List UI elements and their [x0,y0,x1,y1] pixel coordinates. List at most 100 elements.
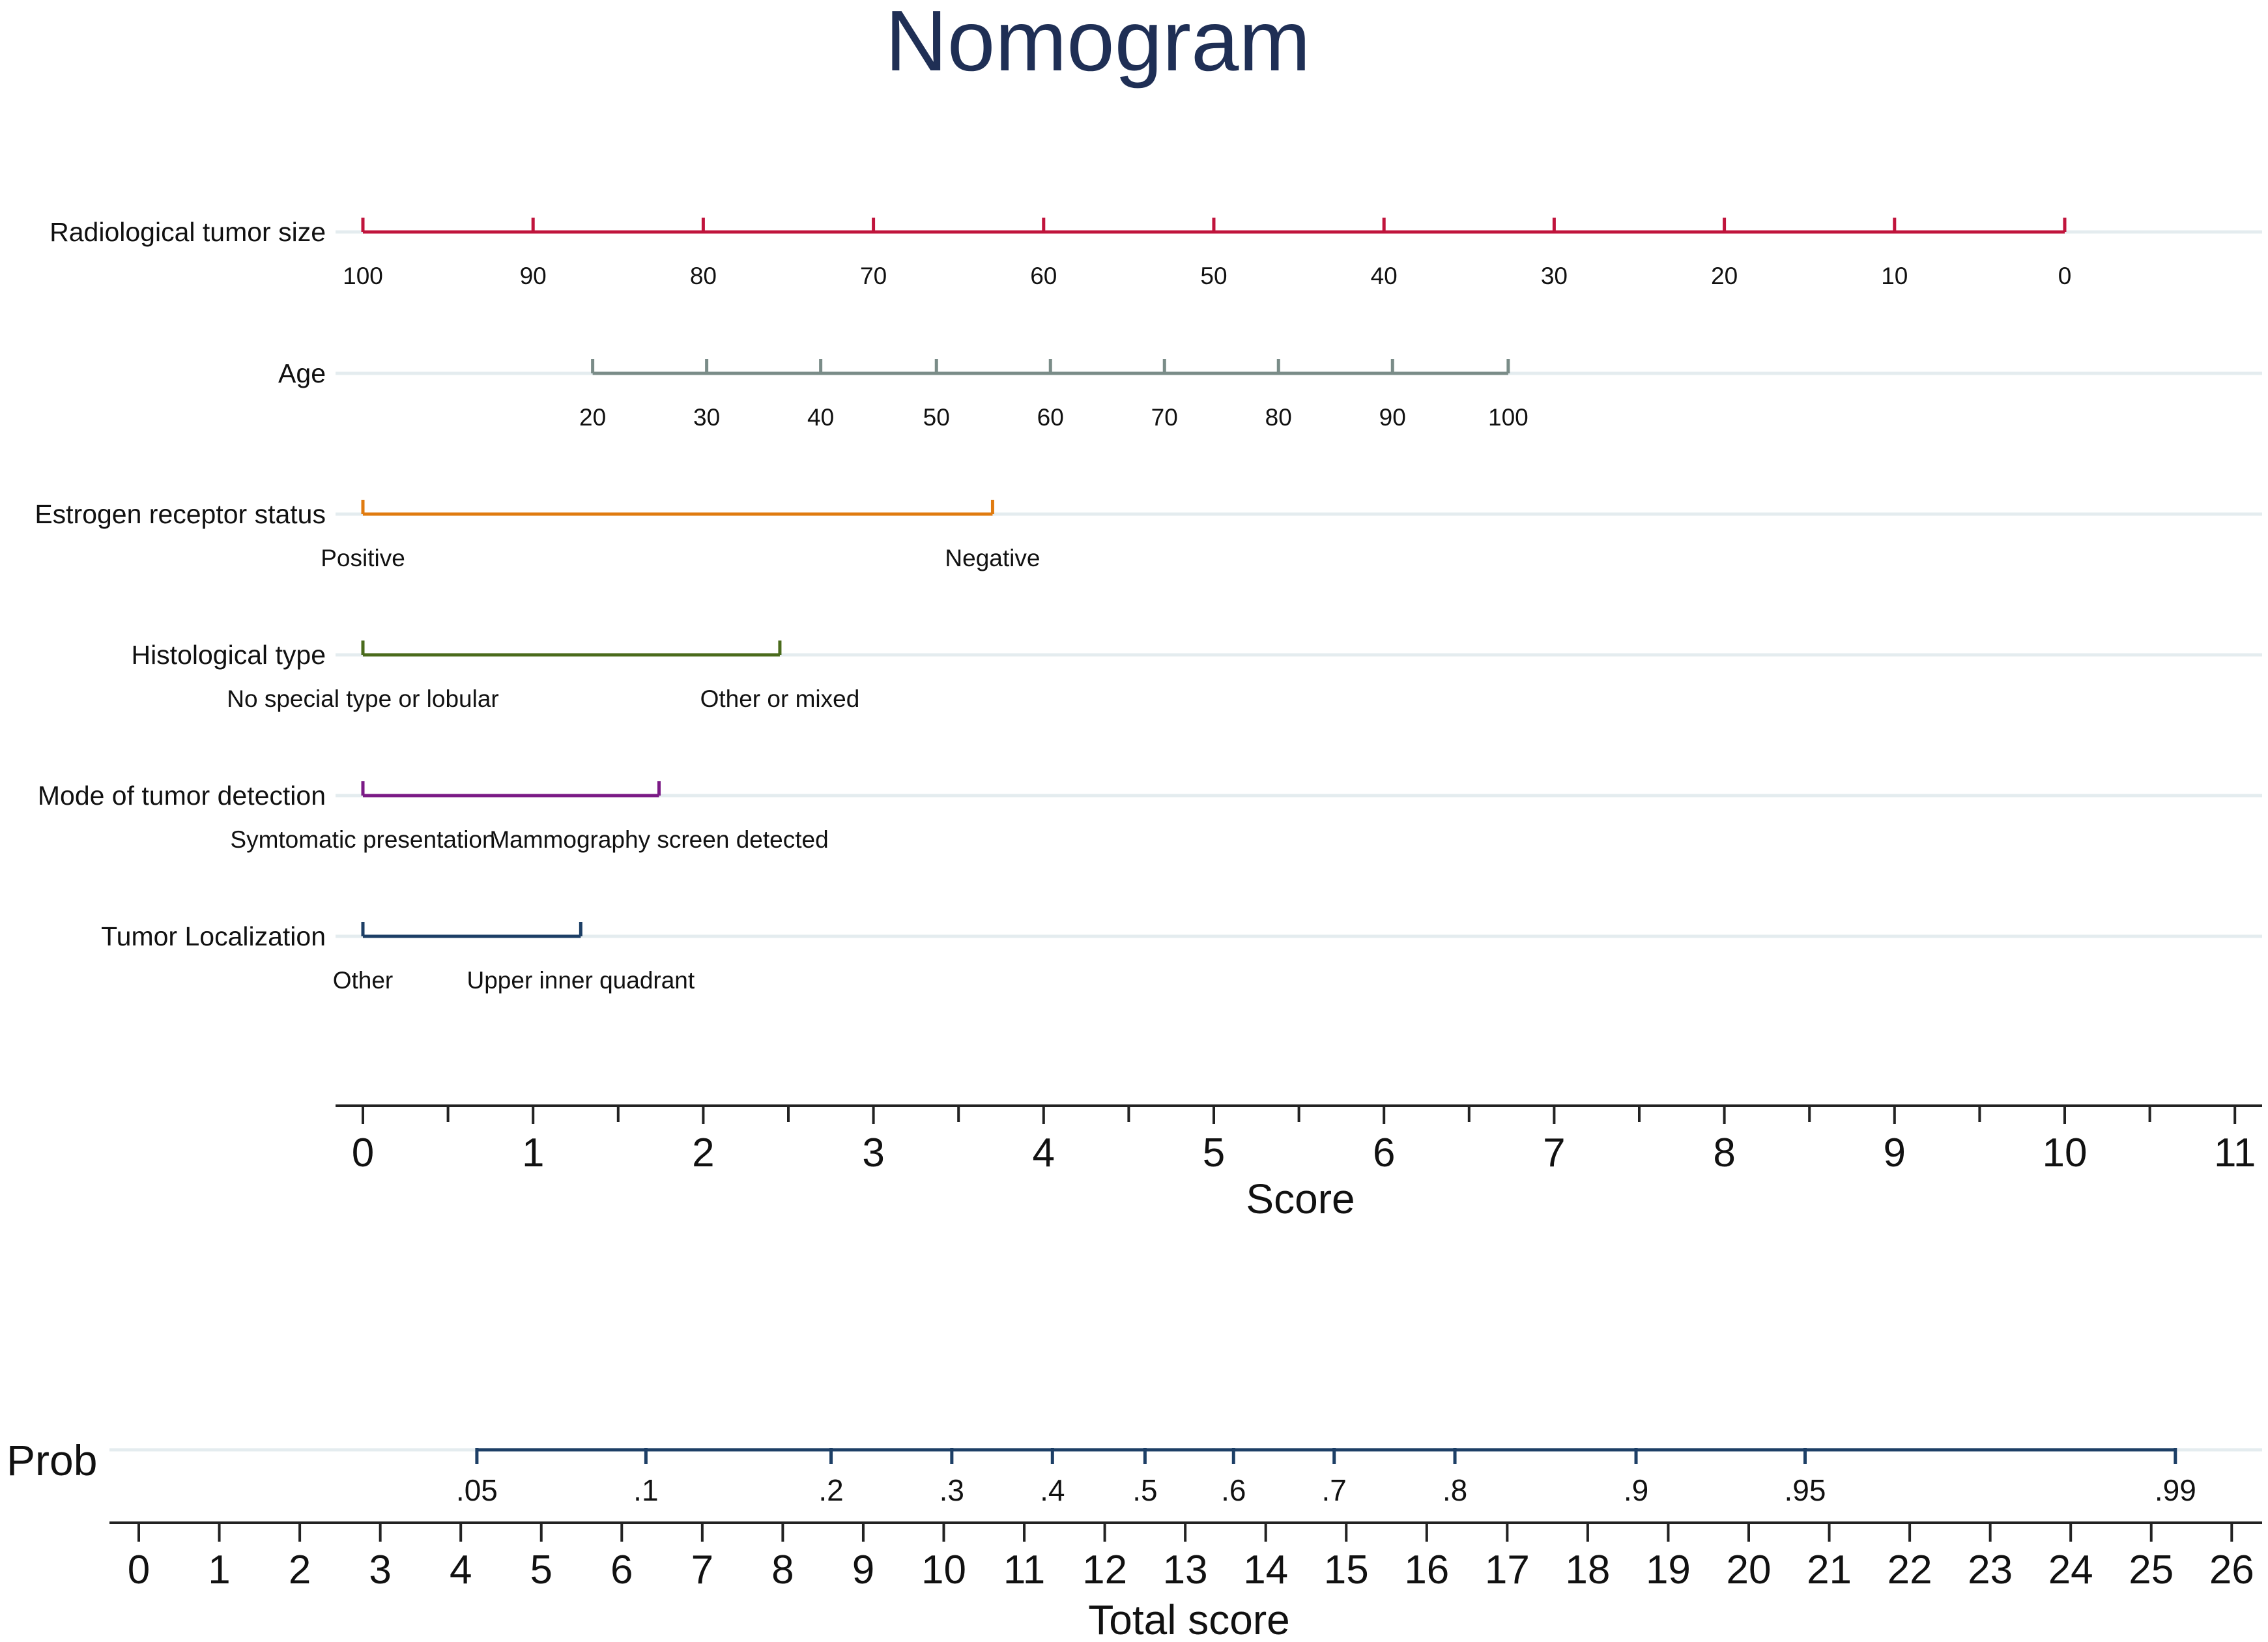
score-axis-title: Score [1246,1175,1355,1222]
predictor-tick-label: 40 [1371,263,1398,289]
score-axis-tick-label: 6 [1373,1131,1395,1175]
predictor-row: Histological type No special type or lobu… [131,640,2262,712]
total-score-axis-tick-label: 13 [1163,1548,1208,1592]
total-score-axis-tick-label: 0 [128,1548,150,1592]
total-score-axis-tick-label: 1 [208,1548,230,1592]
predictor-tick-label: Other or mixed [700,685,860,712]
probability-label: Prob [7,1436,97,1484]
total-score-axis: 0 1 2 3 4 5 6 7 8 9 10 11 12 13 14 15 16 17 18 19 20 21 22 23 24… [109,1521,2262,1592]
probability-tick-label: .8 [1443,1473,1467,1507]
predictor-row: Age 20 30 40 50 60 70 80 90 100 [278,358,2262,431]
predictor-tick-label: 90 [1379,404,1406,431]
total-score-axis-tick-label: 25 [2129,1548,2174,1592]
total-score-axis-tick-label: 26 [2209,1548,2254,1592]
score-axis-tick-label: 11 [2214,1131,2256,1175]
predictor-tick-label: 30 [693,404,720,431]
probability-scale: .05 .1 .2 .3 .4 .5 .6 .7 .8 .9 .95 .99 [109,1448,2262,1507]
predictor-tick-label: 70 [860,263,887,289]
predictor-tick-label: Symtomatic presentation [230,826,495,853]
predictor-tick-label: Other [333,967,394,994]
predictor-tick-label: 100 [1488,404,1529,431]
total-score-axis-tick-label: 22 [1888,1548,1932,1592]
probability-tick-label: .95 [1785,1473,1826,1507]
predictor-tick-label: 80 [1265,404,1292,431]
probability-tick-label: .1 [633,1473,658,1507]
total-score-axis-tick-label: 15 [1324,1548,1369,1592]
predictor-tick-label: 100 [343,263,383,289]
chart-title: Nomogram [885,0,1311,89]
score-axis-tick-label: 2 [692,1131,714,1175]
probability-tick-label: .6 [1221,1473,1246,1507]
score-axis-tick-label: 10 [2043,1131,2088,1175]
probability-tick-label: .05 [456,1473,498,1507]
predictor-row: Tumor Localization Other Upper inner quadr… [101,921,2262,994]
predictor-tick-label: Positive [321,545,405,571]
probability-tick-label: .5 [1132,1473,1157,1507]
total-score-axis-tick-label: 14 [1243,1548,1288,1592]
predictor-label: Estrogen receptor status [35,499,326,529]
total-score-axis-tick-label: 19 [1646,1548,1691,1592]
predictor-label: Histological type [131,640,326,670]
total-score-axis-tick-label: 7 [691,1548,713,1592]
score-axis: 0 1 2 3 4 5 6 7 8 9 10 11 [336,1104,2262,1175]
predictor-tick-label: 90 [520,263,547,289]
total-score-axis-tick-label: 8 [771,1548,794,1592]
total-score-axis-tick-label: 24 [2048,1548,2093,1592]
total-score-axis-title: Total score [1088,1596,1289,1642]
total-score-axis-tick-label: 21 [1807,1548,1852,1592]
total-score-axis-tick-label: 2 [289,1548,311,1592]
predictor-label: Mode of tumor detection [38,781,326,811]
score-axis-tick-label: 1 [522,1131,544,1175]
total-score-axis-tick-label: 23 [1968,1548,2013,1592]
score-axis-tick-label: 4 [1033,1131,1055,1175]
total-score-axis-tick-label: 18 [1565,1548,1610,1592]
probability-tick-label: .7 [1322,1473,1347,1507]
predictor-tick-label: 50 [923,404,950,431]
predictor-tick-label: 40 [807,404,834,431]
score-axis-tick-label: 7 [1543,1131,1565,1175]
predictor-tick-label: 70 [1151,404,1178,431]
predictor-tick-label: 20 [579,404,606,431]
predictor-tick-label: Upper inner quadrant [467,967,695,994]
predictor-tick-label: Mammography screen detected [489,826,828,853]
probability-tick-label: .4 [1040,1473,1065,1507]
predictor-tick-label: 20 [1711,263,1738,289]
probability-tick-label: .3 [940,1473,964,1507]
predictor-tick-label: 60 [1037,404,1064,431]
predictor-label: Tumor Localization [101,921,326,951]
total-score-axis-tick-label: 11 [1003,1548,1045,1592]
predictor-label: Radiological tumor size [50,217,326,247]
total-score-axis-tick-label: 3 [369,1548,391,1592]
predictor-tick-label: No special type or lobular [227,685,499,712]
total-score-axis-tick-label: 17 [1485,1548,1530,1592]
predictor-tick-label: 0 [2058,263,2072,289]
probability-tick-label: .9 [1624,1473,1648,1507]
total-score-axis-tick-label: 10 [921,1548,966,1592]
predictor-tick-label: 50 [1200,263,1227,289]
probability-tick-label: .2 [818,1473,843,1507]
probability-tick-label: .99 [2155,1473,2196,1507]
score-axis-tick-label: 5 [1203,1131,1225,1175]
total-score-axis-tick-label: 20 [1727,1548,1772,1592]
total-score-axis-tick-label: 4 [450,1548,472,1592]
predictor-row: Estrogen receptor status Positive Negative [35,499,2262,571]
total-score-axis-tick-label: 5 [530,1548,553,1592]
predictor-row: Mode of tumor detection Symtomatic presen… [38,781,2262,853]
score-axis-tick-label: 0 [352,1131,374,1175]
score-axis-tick-label: 8 [1713,1131,1735,1175]
predictor-tick-label: Negative [945,545,1040,571]
score-axis-tick-label: 3 [862,1131,884,1175]
score-axis-tick-label: 9 [1884,1131,1906,1175]
total-score-axis-tick-label: 16 [1404,1548,1449,1592]
predictor-label: Age [278,358,326,388]
total-score-axis-tick-label: 9 [852,1548,874,1592]
total-score-axis-tick-label: 12 [1082,1548,1127,1592]
predictor-tick-label: 60 [1030,263,1057,289]
predictor-tick-label: 10 [1881,263,1908,289]
total-score-axis-tick-label: 6 [610,1548,633,1592]
predictor-tick-label: 30 [1541,263,1568,289]
predictor-tick-label: 80 [690,263,717,289]
